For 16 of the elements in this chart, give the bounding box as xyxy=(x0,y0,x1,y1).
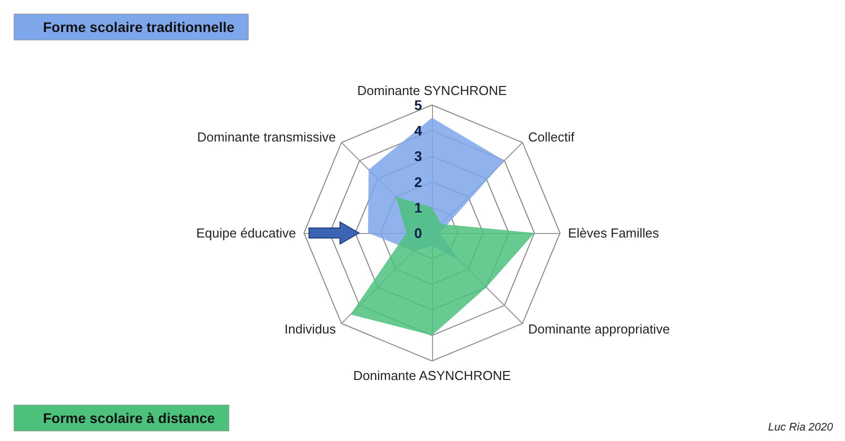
spoke-label: Dominante transmissive xyxy=(197,129,336,144)
spoke-label: Collectif xyxy=(528,129,575,144)
spoke-label: Donimante ASYNCHRONE xyxy=(353,368,512,383)
text: Forme scolaire traditionnelle xyxy=(43,19,235,35)
spoke-label: Equipe éducative xyxy=(196,226,296,240)
spoke-label: Dominante SYNCHRONE xyxy=(357,83,508,98)
y-tick-label: 1 xyxy=(414,199,422,216)
spoke-label: Individus xyxy=(284,322,336,337)
spoke-label: Elèves Familles xyxy=(568,226,660,240)
text: Luc Ria 2020 xyxy=(768,422,834,434)
y-tick-label: 0 xyxy=(414,225,422,241)
y-tick-label: 5 xyxy=(414,97,422,113)
text: Forme scolaire à distance xyxy=(43,410,216,426)
y-tick-label: 2 xyxy=(414,174,422,190)
y-tick-label: 3 xyxy=(414,148,422,164)
spoke-label: Dominante appropriative xyxy=(528,322,670,337)
